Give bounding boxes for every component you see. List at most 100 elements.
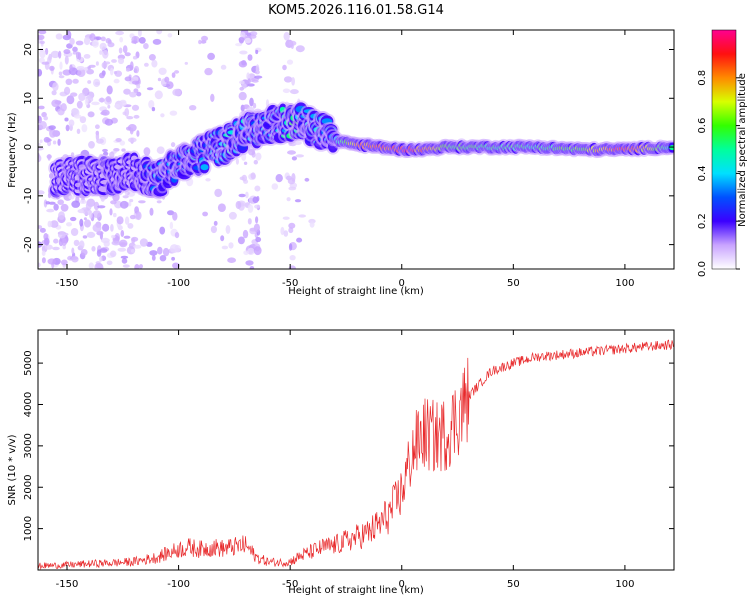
spectrogram-noise-blob <box>210 93 215 102</box>
spectrogram-noise-blob <box>255 236 262 243</box>
spectrogram-noise-blob <box>172 211 178 221</box>
spectrogram-noise-blob <box>115 138 122 142</box>
spectrogram-noise-blob <box>119 200 129 209</box>
spectrogram-noise-blob <box>119 140 126 146</box>
spectrogram-noise-blob <box>60 259 68 266</box>
spectrogram-noise-blob <box>57 199 64 205</box>
spectrogram-noise-blob <box>251 79 259 83</box>
spectrogram-noise-blob <box>309 221 315 228</box>
spectrogram-noise-blob <box>96 138 104 144</box>
spectrogram-noise-blob <box>132 55 138 60</box>
spectrogram-noise-blob <box>121 148 126 152</box>
spectrogram-noise-blob <box>225 225 231 234</box>
spectrogram-noise-blob <box>70 92 78 97</box>
spectrogram-noise-blob <box>247 54 253 61</box>
spectrogram-noise-blob <box>184 61 188 65</box>
spectrogram-noise-blob <box>99 264 104 269</box>
spectrogram-noise-blob <box>240 31 246 38</box>
spectrogram-noise-blob <box>172 88 182 96</box>
spectrogram-noise-blob <box>255 49 259 55</box>
spectrogram-noise-blob <box>38 262 41 268</box>
spectrogram-noise-blob <box>55 33 63 40</box>
spectrogram-noise-blob <box>89 210 93 219</box>
spectrogram-noise-blob <box>50 50 60 59</box>
spectrogram-noise-blob <box>124 108 130 117</box>
spectrogram-noise-blob <box>298 214 307 218</box>
spectrogram-y-label: Frequency (Hz) <box>7 112 18 188</box>
spectrogram-noise-blob <box>41 111 47 118</box>
spectrogram-noise-blob <box>38 105 45 110</box>
spectrogram-noise-blob <box>38 115 43 124</box>
spectrogram-noise-blob <box>169 244 179 254</box>
spectrogram-noise-blob <box>134 264 140 269</box>
spectrogram-noise-blob <box>241 174 247 182</box>
spectrogram-noise-blob <box>66 95 75 105</box>
spectrogram-noise-blob <box>241 60 247 66</box>
spectrogram-noise-blob <box>83 36 91 46</box>
snr-x-label: Height of straight line (km) <box>288 585 424 596</box>
spectrogram-noise-blob <box>92 223 102 233</box>
spectrogram-noise-blob <box>47 220 53 228</box>
spectrogram-noise-blob <box>72 46 78 53</box>
spectrogram-noise-blob <box>57 138 61 146</box>
spectrogram-noise-blob <box>283 76 293 83</box>
spectrogram-noise-blob <box>87 111 95 118</box>
spectrogram-noise-blob <box>99 248 108 253</box>
y-tick-label: 4000 <box>23 392 34 417</box>
snr-series <box>38 339 674 570</box>
spectrogram-noise-blob <box>282 216 290 220</box>
spectrogram-noise-blob <box>170 142 176 148</box>
spectrogram-noise-blob <box>138 37 146 44</box>
spectrogram-noise-blob <box>157 246 163 255</box>
spectrogram-noise-blob <box>280 226 285 236</box>
spectrogram-noise-blob <box>252 102 257 109</box>
spectrogram-noise-blob <box>79 240 85 249</box>
spectrogram-noise-blob <box>201 35 208 42</box>
spectrogram-noise-blob <box>101 61 108 69</box>
spectrogram-noise-blob <box>107 42 115 48</box>
spectrogram-noise-blob <box>47 154 51 161</box>
spectrogram-noise-blob <box>111 59 117 63</box>
spectrogram-noise-blob <box>99 50 103 55</box>
spectrogram-noise-blob <box>58 50 62 59</box>
spectrogram-noise-blob <box>43 116 48 121</box>
spectrogram-noise-blob <box>214 188 223 198</box>
spectrogram-noise-blob <box>75 51 80 60</box>
spectrogram-noise-blob <box>235 43 243 47</box>
spectrogram-noise-blob <box>295 45 305 53</box>
x-tick-label: -50 <box>282 278 298 289</box>
spectrogram-noise-blob <box>243 161 248 165</box>
spectrogram-noise-blob <box>106 85 113 95</box>
spectrogram-noise-blob <box>39 227 46 233</box>
spectrogram-noise-blob <box>288 40 297 46</box>
spectrogram-noise-blob <box>239 86 244 91</box>
spectrogram-noise-blob <box>78 208 84 213</box>
spectrogram-noise-blob <box>146 87 154 91</box>
spectrogram-noise-blob <box>121 258 128 264</box>
spectrogram-noise-blob <box>96 249 102 257</box>
spectrogram-noise-blob <box>109 151 115 158</box>
spectrogram-noise-blob <box>69 64 73 72</box>
spectrogram-noise-blob <box>92 39 99 48</box>
colorbar: 0.0 0.2 0.4 0.6 0.8 Normalized spectral ampl… <box>697 29 748 277</box>
spectrogram-noise-blob <box>107 104 111 109</box>
spectrogram-noise-blob <box>98 97 106 103</box>
spectrogram-noise-blob <box>271 183 279 190</box>
x-tick-label: 0 <box>399 278 405 289</box>
spectrogram-blobs <box>38 30 674 269</box>
spectrogram-noise-blob <box>45 47 49 55</box>
spectrogram-noise-blob <box>59 61 63 70</box>
spectrogram-noise-blob <box>247 247 255 255</box>
spectrogram-noise-blob <box>131 80 140 85</box>
spectrogram-noise-blob <box>133 88 139 94</box>
spectrogram-noise-blob <box>133 244 142 249</box>
spectrogram-noise-blob <box>65 124 70 132</box>
x-tick-label: -150 <box>56 579 79 590</box>
spectrogram-noise-blob <box>304 177 310 182</box>
spectrogram-noise-blob <box>239 80 245 85</box>
spectrogram-noise-blob <box>131 237 136 244</box>
spectrogram-noise-blob <box>72 51 78 55</box>
colorbar-label: Normalized spectral amplitude <box>737 73 748 227</box>
spectrogram-noise-blob <box>254 204 261 209</box>
spectrogram-noise-blob <box>116 216 124 225</box>
